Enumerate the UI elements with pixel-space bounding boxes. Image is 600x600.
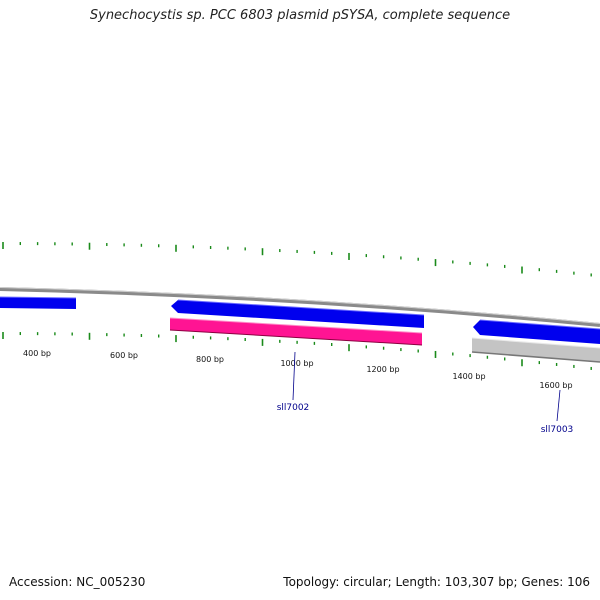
ruler-label-1600: 1600 bp xyxy=(539,381,572,390)
ruler-label-1200: 1200 bp xyxy=(366,365,399,374)
ruler-label-600: 600 bp xyxy=(110,351,138,360)
gene-labels: sll7002 sll7003 xyxy=(277,403,574,435)
sequence-backbone-highlight xyxy=(0,287,600,324)
gene-label-sll7002[interactable]: sll7002 xyxy=(277,403,310,413)
ruler-label-400: 400 bp xyxy=(23,349,51,358)
map-title: Synechocystis sp. PCC 6803 plasmid pSYSA… xyxy=(89,8,511,23)
gene-pink-sll7002[interactable] xyxy=(169,317,423,346)
gene-blue-middle[interactable] xyxy=(171,299,425,328)
gene-blue-right[interactable] xyxy=(473,319,600,344)
topology-summary: Topology: circular; Length: 103,307 bp; … xyxy=(283,575,590,589)
leader-sll7003 xyxy=(556,389,561,422)
ruler-label-1000: 1000 bp xyxy=(280,359,313,368)
ruler-label-800: 800 bp xyxy=(196,355,224,364)
ruler-label-1400: 1400 bp xyxy=(452,372,485,381)
accession-text: Accession: NC_005230 xyxy=(9,575,146,589)
ruler-labels: 400 bp 600 bp 800 bp 1000 bp 1200 bp 140… xyxy=(23,349,573,390)
leader-sll7002 xyxy=(292,351,296,401)
gene-gray-sll7003[interactable] xyxy=(471,337,600,363)
sequence-backbone xyxy=(0,287,600,327)
outer-tick-row xyxy=(2,242,592,277)
inner-tick-row xyxy=(2,332,592,370)
gene-blue-left[interactable] xyxy=(0,296,77,309)
gene-label-sll7003[interactable]: sll7003 xyxy=(541,425,574,435)
